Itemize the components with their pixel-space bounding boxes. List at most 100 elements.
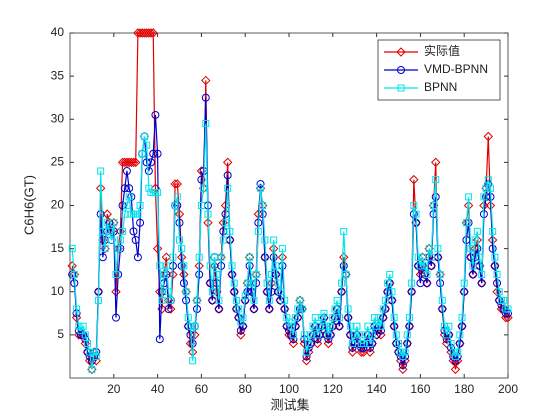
y-axis-label: C6H6(GT) [21, 175, 36, 235]
y-tick-label: 30 [51, 111, 65, 125]
marker [102, 209, 112, 219]
marker [189, 357, 197, 365]
marker [386, 271, 394, 278]
marker [223, 171, 232, 180]
marker [397, 348, 405, 356]
marker [298, 305, 306, 313]
marker [488, 244, 497, 253]
marker [489, 227, 497, 235]
marker [110, 219, 118, 227]
marker [430, 202, 438, 209]
marker [209, 261, 220, 271]
marker [173, 193, 181, 201]
marker [79, 322, 87, 330]
marker [379, 313, 388, 322]
marker [338, 279, 346, 287]
marker [215, 296, 223, 304]
x-tick-label: 60 [195, 382, 209, 396]
marker [269, 253, 278, 262]
marker [422, 279, 431, 288]
marker [495, 288, 503, 296]
x-tick-label: 160 [410, 382, 430, 396]
marker [368, 331, 376, 339]
marker [449, 348, 457, 356]
marker [90, 348, 98, 356]
marker [265, 296, 273, 304]
marker [248, 279, 256, 287]
marker [383, 287, 392, 296]
marker [241, 292, 249, 300]
marker [357, 343, 366, 352]
marker [193, 296, 201, 304]
marker [311, 314, 319, 322]
marker [263, 279, 271, 287]
marker [152, 243, 163, 254]
marker [236, 326, 245, 335]
marker [302, 352, 311, 361]
marker [73, 305, 81, 313]
marker [416, 262, 424, 270]
marker [237, 318, 245, 326]
marker [458, 314, 466, 322]
marker [355, 331, 363, 339]
marker [197, 175, 206, 184]
marker [143, 141, 151, 149]
marker [480, 193, 488, 201]
marker [156, 262, 164, 270]
marker [105, 227, 113, 235]
marker [126, 157, 137, 168]
marker [296, 296, 304, 304]
marker [124, 157, 134, 168]
marker [99, 227, 107, 235]
marker [154, 189, 162, 197]
marker [470, 243, 480, 254]
marker [313, 335, 322, 344]
marker [86, 348, 94, 356]
marker [281, 296, 289, 304]
marker [292, 314, 300, 322]
marker [135, 28, 145, 38]
marker [432, 176, 440, 184]
marker [234, 313, 243, 322]
marker [425, 245, 433, 253]
marker [324, 331, 332, 339]
marker [324, 335, 333, 344]
marker [130, 157, 141, 168]
marker [122, 157, 132, 168]
x-tick-label: 140 [367, 382, 387, 396]
marker [443, 331, 451, 339]
marker [176, 236, 183, 244]
marker [136, 218, 145, 227]
marker [128, 157, 139, 168]
marker [504, 309, 512, 318]
marker [172, 179, 183, 189]
marker [276, 296, 285, 305]
marker [145, 184, 153, 192]
marker [197, 202, 205, 209]
marker [395, 340, 402, 347]
marker [379, 305, 387, 313]
marker [112, 271, 120, 278]
x-tick-label: 120 [323, 382, 343, 396]
marker [493, 271, 501, 278]
marker [476, 253, 484, 261]
marker [484, 176, 492, 184]
marker [454, 348, 462, 356]
marker [121, 210, 129, 218]
marker [151, 110, 160, 119]
marker [455, 339, 464, 348]
marker [213, 271, 221, 278]
marker [309, 322, 317, 330]
marker [287, 322, 295, 330]
marker [134, 210, 142, 218]
x-tick-label: 100 [279, 382, 299, 396]
marker [136, 202, 144, 209]
marker [335, 322, 344, 331]
marker [342, 271, 350, 278]
marker [226, 227, 234, 235]
marker [440, 322, 448, 330]
legend-label: 实际值 [424, 43, 460, 58]
marker [195, 270, 204, 279]
marker [246, 253, 254, 261]
